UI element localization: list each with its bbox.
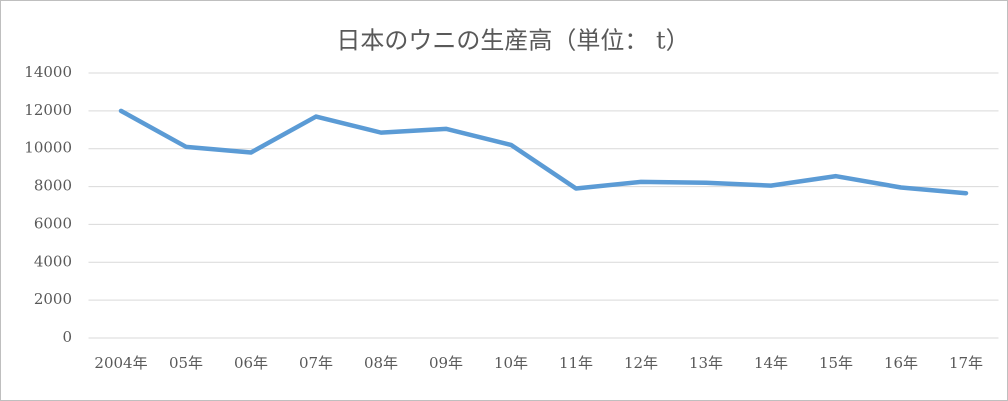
y-tick-label: 6000 [34, 214, 72, 232]
x-tick-label: 15年 [819, 354, 853, 372]
x-tick-label: 09年 [429, 354, 463, 372]
y-tick-label: 2000 [34, 290, 72, 308]
x-tick-label: 16年 [884, 354, 918, 372]
x-tick-label: 07年 [299, 354, 333, 372]
y-tick-label: 8000 [34, 177, 72, 195]
x-tick-label: 11年 [559, 354, 593, 372]
x-tick-label: 05年 [169, 354, 203, 372]
y-tick-label: 14000 [24, 63, 72, 81]
x-tick-label: 08年 [364, 354, 398, 372]
x-tick-label: 14年 [754, 354, 788, 372]
y-tick-label: 12000 [24, 101, 72, 119]
y-tick-label: 10000 [24, 139, 72, 157]
chart-title: 日本のウニの生産高（単位： t） [336, 27, 689, 55]
y-tick-label: 4000 [34, 252, 72, 270]
x-tick-label: 13年 [689, 354, 723, 372]
x-tick-label: 2004年 [94, 354, 147, 372]
x-tick-label: 17年 [949, 354, 983, 372]
x-tick-label: 12年 [624, 354, 658, 372]
y-tick-label: 0 [62, 328, 72, 346]
x-tick-label: 10年 [494, 354, 528, 372]
data-line [118, 108, 969, 196]
x-tick-label: 06年 [234, 354, 268, 372]
